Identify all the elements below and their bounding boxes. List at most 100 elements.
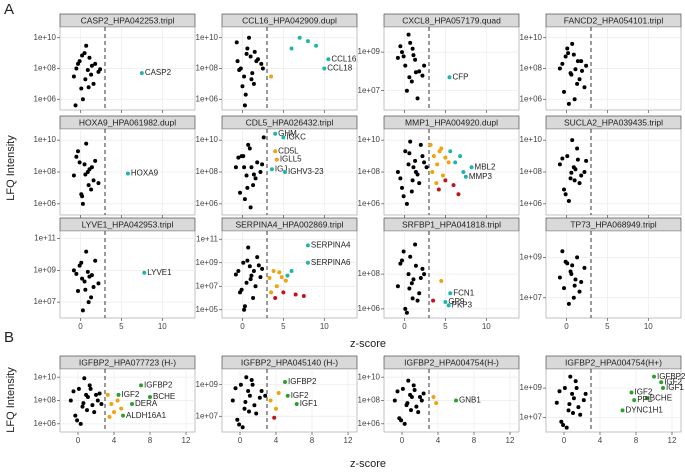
point xyxy=(83,172,88,177)
point xyxy=(416,410,421,415)
point xyxy=(80,308,85,313)
point xyxy=(406,162,411,167)
point xyxy=(80,97,85,102)
point xyxy=(581,398,586,403)
point xyxy=(575,255,580,260)
point xyxy=(463,174,468,179)
point xyxy=(91,284,96,289)
point xyxy=(407,286,412,291)
point xyxy=(583,391,588,396)
point xyxy=(71,74,76,79)
point xyxy=(276,390,281,395)
point xyxy=(659,380,664,385)
point-label: GP9 xyxy=(448,297,465,306)
point xyxy=(403,63,408,68)
point xyxy=(582,85,587,90)
panel-title: SRFBP1_HPA041818.tripl xyxy=(402,219,501,229)
point xyxy=(89,187,94,192)
point xyxy=(242,103,247,108)
point xyxy=(82,162,87,167)
point xyxy=(580,68,584,73)
point xyxy=(269,290,274,295)
point xyxy=(443,155,448,160)
panel-title: MMP1_HPA004920.dupl xyxy=(405,117,498,127)
point xyxy=(79,86,84,91)
y-tick-label: 1e+08 xyxy=(196,64,219,73)
point xyxy=(573,277,578,282)
point xyxy=(411,53,416,58)
point xyxy=(89,295,94,300)
x-tick-label: 8 xyxy=(472,436,477,445)
point xyxy=(422,272,427,277)
point xyxy=(563,192,568,197)
point xyxy=(247,146,252,151)
point xyxy=(562,187,566,192)
point xyxy=(564,425,569,430)
x-tick-label: 8 xyxy=(148,436,153,445)
point xyxy=(263,393,268,398)
point xyxy=(248,205,253,210)
point xyxy=(404,310,409,315)
point xyxy=(456,192,461,197)
point xyxy=(248,54,253,59)
point xyxy=(579,280,584,285)
point xyxy=(411,383,416,388)
point xyxy=(260,162,265,167)
point xyxy=(83,287,88,292)
plot-area xyxy=(59,230,196,319)
point xyxy=(577,77,582,82)
point xyxy=(245,185,250,190)
point xyxy=(247,393,252,398)
point xyxy=(404,201,409,206)
y-tick-label: 1e+09 xyxy=(34,265,57,274)
point xyxy=(249,77,254,82)
y-tick-label: 1e+08 xyxy=(520,64,543,73)
x-tick-label: 12 xyxy=(506,436,515,445)
point xyxy=(409,408,413,413)
point xyxy=(395,284,400,289)
point xyxy=(571,295,576,300)
x-tick-label: 8 xyxy=(310,436,315,445)
y-tick-label: 1e+07 xyxy=(358,86,381,95)
y-tick-label: 1e+08 xyxy=(34,167,57,176)
point xyxy=(443,299,448,304)
point xyxy=(74,271,79,276)
point-label: SERPINA6 xyxy=(311,258,351,267)
point xyxy=(244,375,249,380)
point xyxy=(236,155,241,160)
x-tick-label: 5 xyxy=(281,322,286,331)
point xyxy=(84,43,89,48)
x-axis-label: z-score xyxy=(350,338,386,350)
point xyxy=(570,391,575,396)
point xyxy=(98,67,103,72)
point xyxy=(562,386,567,391)
panel-title: LYVE1_HPA042953.tripl xyxy=(82,219,174,229)
point xyxy=(235,59,240,64)
point xyxy=(289,46,294,51)
point-label: MBL2 xyxy=(475,162,496,171)
point xyxy=(252,49,257,54)
point xyxy=(85,394,90,399)
point xyxy=(431,298,436,303)
point xyxy=(107,414,112,419)
point xyxy=(259,61,264,66)
point xyxy=(274,157,279,162)
y-tick-label: 1e+08 xyxy=(520,167,543,176)
point xyxy=(411,277,416,282)
y-tick-label: 1e+10 xyxy=(196,135,219,144)
point xyxy=(557,389,562,394)
point xyxy=(401,249,406,254)
point-label: DERA xyxy=(135,399,158,408)
point xyxy=(242,304,247,309)
point xyxy=(620,408,625,413)
point xyxy=(565,154,570,159)
point xyxy=(413,57,418,62)
point xyxy=(82,279,87,284)
point xyxy=(234,40,239,45)
y-tick-label: 1e+07 xyxy=(34,297,57,306)
point xyxy=(68,398,73,403)
point xyxy=(285,273,290,278)
point xyxy=(260,266,265,271)
point-label: PKP3 xyxy=(452,300,473,309)
